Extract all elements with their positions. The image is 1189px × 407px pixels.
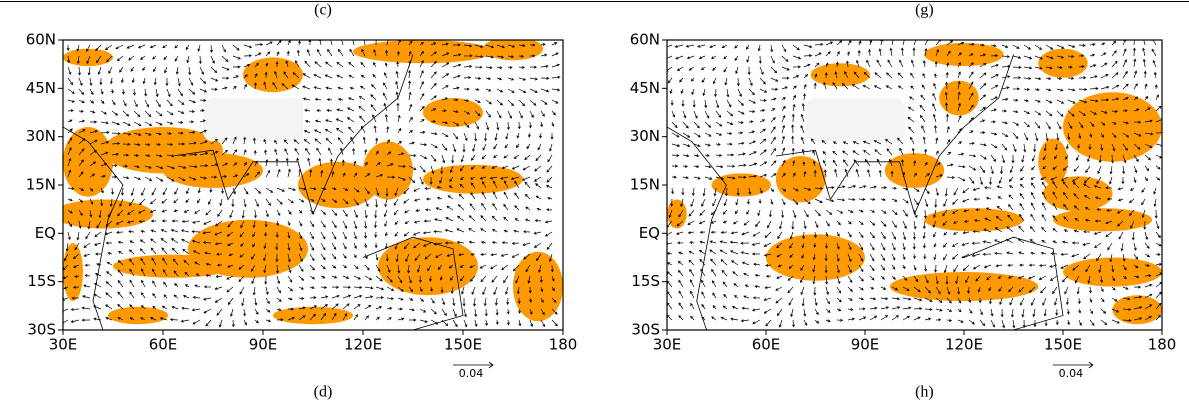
y-tick-label: 45N [26, 79, 56, 97]
reference-arrow [453, 361, 494, 369]
x-tick-label: 60E [149, 336, 178, 354]
significant-region [810, 63, 870, 87]
wind-vectors [667, 40, 1162, 329]
masked-region [805, 98, 905, 142]
map-content [63, 40, 563, 330]
reference-arrow [1052, 361, 1094, 369]
x-tick-label: 30E [653, 336, 682, 354]
significant-region [939, 80, 979, 116]
wind-vectors [63, 40, 561, 328]
significant-region [766, 234, 865, 281]
significant-region [378, 237, 478, 296]
masked-region [203, 98, 303, 142]
significant-region [63, 127, 113, 197]
panel-label: (d) [314, 384, 333, 401]
reference-label: 0.04 [1059, 367, 1084, 380]
significant-region [63, 199, 153, 229]
significant-region [108, 306, 168, 325]
y-tick-label: 60N [630, 31, 660, 49]
significant-region [363, 141, 413, 200]
y-tick-label: 45N [630, 79, 660, 97]
coastline [667, 54, 1064, 330]
significant-region [423, 98, 483, 127]
coastline [63, 54, 464, 330]
x-tick-label: 90E [851, 336, 880, 354]
y-tick-label: 30N [26, 127, 56, 145]
y-tick-label: 15S [631, 272, 660, 290]
x-tick-label: 30E [49, 336, 78, 354]
significant-region [775, 156, 826, 203]
x-tick-label: 120E [945, 336, 983, 354]
y-tick-label: 30S [27, 321, 56, 339]
significant-region [273, 306, 353, 325]
significant-region [63, 48, 113, 67]
y-tick-label: 30N [630, 127, 660, 145]
significant-region [667, 199, 687, 229]
y-tick-label: EQ [639, 224, 660, 242]
significant-region [163, 153, 263, 188]
x-tick-label: 90E [249, 336, 278, 354]
significant-region [1038, 48, 1088, 78]
y-tick-label: 15N [630, 176, 660, 194]
y-tick-label: EQ [35, 224, 56, 242]
significant-region [884, 153, 945, 188]
panel-label: (g) [915, 2, 934, 19]
significant-region [113, 254, 233, 278]
significant-region [889, 272, 1039, 301]
significant-region [924, 42, 1004, 67]
significant-region [63, 243, 83, 301]
x-tick-label: 180 [549, 336, 578, 354]
panel-label: (h) [915, 384, 934, 401]
significant-region [298, 161, 378, 209]
reference-label: 0.04 [459, 367, 484, 380]
significant-region [513, 251, 563, 322]
significant-region [1112, 295, 1162, 325]
y-tick-label: 30S [631, 321, 660, 339]
significant-region [1053, 208, 1153, 232]
panel-label: (c) [314, 2, 332, 19]
significant-region [924, 208, 1024, 232]
y-tick-label: 15S [27, 272, 56, 290]
x-tick-label: 120E [344, 336, 382, 354]
significant-region [1063, 92, 1162, 162]
significant-region [1043, 176, 1113, 212]
x-tick-label: 180 [1148, 336, 1177, 354]
map-content [667, 40, 1162, 330]
x-tick-label: 60E [752, 336, 781, 354]
y-tick-label: 60N [26, 31, 56, 49]
y-tick-label: 15N [26, 176, 56, 194]
x-tick-label: 150E [444, 336, 482, 354]
x-tick-label: 150E [1044, 336, 1082, 354]
significant-region [1063, 257, 1162, 287]
